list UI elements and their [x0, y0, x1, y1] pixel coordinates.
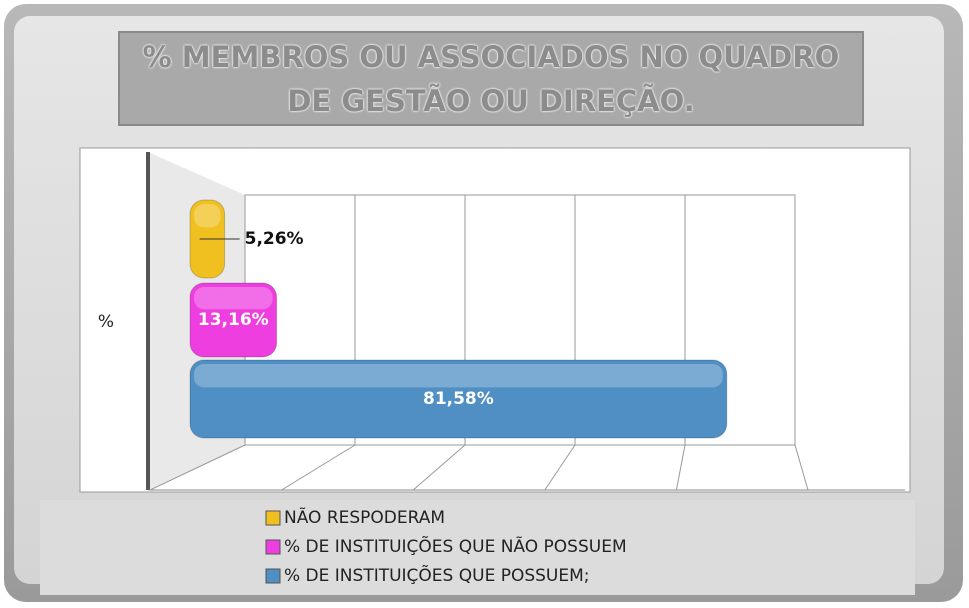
chart-title: % MEMBROS OU ASSOCIADOS NO QUADRO DE GES… [118, 31, 864, 126]
data-label: 13,16% [198, 310, 269, 330]
floor-line [794, 444, 809, 491]
legend-swatch [265, 539, 281, 555]
bar-highlight [194, 364, 723, 388]
legend-label: % DE INSTITUIÇÕES QUE NÃO POSSUEM [284, 535, 627, 557]
data-label: 5,26% [245, 229, 304, 249]
floor-line [412, 444, 466, 491]
bar [189, 359, 728, 439]
legend-label: NÃO RESPODERAM [284, 506, 445, 528]
legend-swatch [265, 568, 281, 584]
category-label: % [98, 312, 114, 332]
bar-highlight [194, 287, 273, 310]
data-label: 81,58% [423, 389, 494, 409]
bar [189, 282, 278, 358]
legend-area [40, 500, 915, 595]
legend-label: % DE INSTITUIÇÕES QUE POSSUEM; [284, 564, 590, 586]
bar-highlight [194, 204, 221, 228]
floor-line [544, 444, 576, 491]
floor-line [281, 444, 356, 491]
legend-swatch [265, 510, 281, 526]
floor-line [149, 444, 246, 491]
floor-line [675, 444, 686, 491]
